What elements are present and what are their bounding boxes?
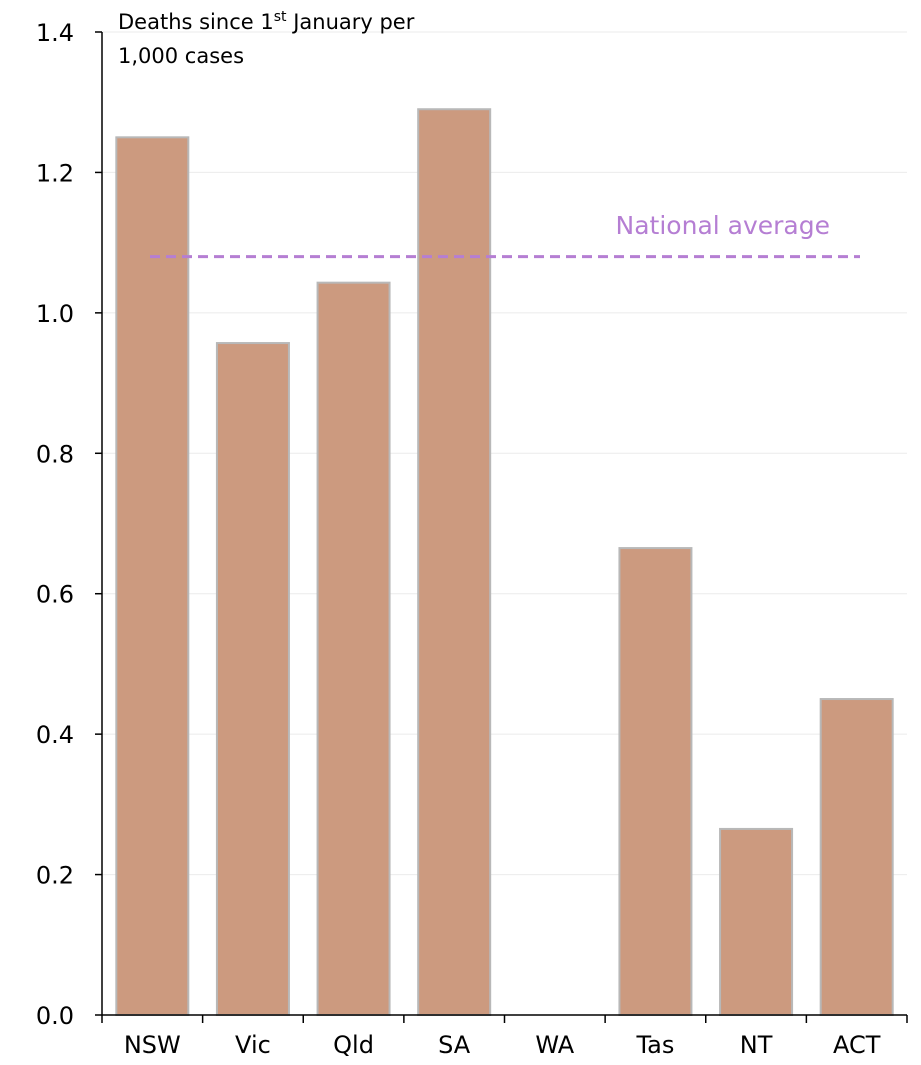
- y-tick-label: 0.4: [36, 721, 74, 749]
- y-axis-ticks: 0.0 0.2 0.4 0.6 0.8 1.0 1.2 1.4: [36, 19, 102, 1030]
- y-axis-label-line2: 1,000 cases: [118, 44, 244, 68]
- x-tick-label-sa: SA: [438, 1031, 471, 1059]
- x-tick-label-tas: Tas: [635, 1031, 674, 1059]
- x-tick-label-nsw: NSW: [124, 1031, 181, 1059]
- bar-nsw: [115, 136, 190, 1017]
- x-tick-label-vic: Vic: [235, 1031, 271, 1059]
- national-average-label: National average: [616, 211, 830, 240]
- x-tick-label-nt: NT: [740, 1031, 773, 1059]
- bar-qld: [316, 281, 391, 1017]
- bar-act: [819, 698, 894, 1016]
- bars: [115, 108, 894, 1017]
- reference-line-group: National average: [150, 211, 860, 259]
- y-tick-label: 1.0: [36, 300, 74, 328]
- x-axis-ticks: NSW Vic Qld SA WA Tas NT ACT: [101, 1015, 908, 1059]
- y-axis-label-superscript: st: [274, 9, 287, 25]
- y-tick-label: 1.4: [36, 19, 74, 47]
- x-tick-label-qld: Qld: [333, 1031, 374, 1059]
- bar-nt: [719, 827, 794, 1016]
- x-tick-label-act: ACT: [833, 1031, 881, 1059]
- bar-tas: [618, 547, 693, 1016]
- y-tick-label: 1.2: [36, 159, 74, 187]
- y-axis-label-line1: Deaths since 1st January per: [118, 9, 415, 34]
- y-tick-label: 0.2: [36, 862, 74, 890]
- y-tick-label: 0.0: [36, 1002, 74, 1030]
- y-tick-label: 0.6: [36, 581, 74, 609]
- bar-vic: [215, 342, 290, 1017]
- bar-sa: [417, 108, 492, 1016]
- x-tick-label-wa: WA: [535, 1031, 574, 1059]
- y-tick-label: 0.8: [36, 440, 74, 468]
